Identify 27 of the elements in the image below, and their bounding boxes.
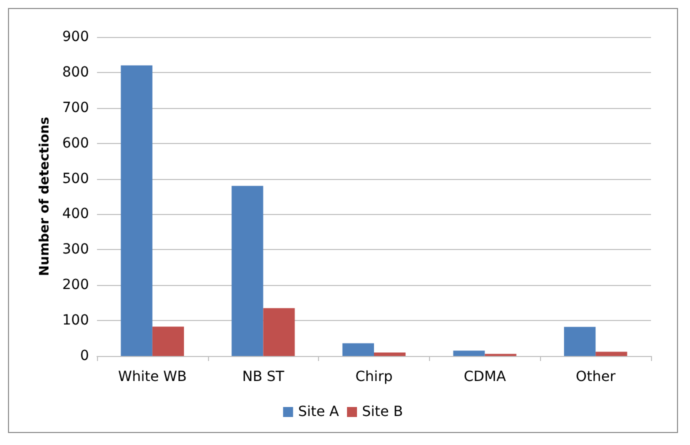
legend-label: Site A [298,404,340,420]
y-axis-title: Number of detections [37,116,52,276]
bar [564,326,596,356]
y-tick-label: 500 [62,170,89,187]
x-tick-label: White WB [118,369,187,385]
y-tick-label: 600 [62,135,89,152]
bar [263,308,295,356]
x-tick-label: Other [576,369,616,385]
legend-label: Site B [362,404,403,420]
y-tick-label: 900 [62,29,89,45]
y-tick-label: 100 [62,312,89,329]
x-tick-label: NB ST [242,369,285,385]
bar [374,352,406,356]
y-tick-label: 800 [62,64,89,80]
bar [342,343,374,356]
bar [596,352,628,356]
bar [232,186,264,356]
y-tick-label: 0 [80,348,89,364]
y-tick-label: 200 [62,277,89,294]
y-tick-label: 400 [62,206,89,222]
y-tick-label: 300 [62,242,89,258]
bar [152,326,184,356]
bar [120,65,152,356]
bar [453,350,485,356]
x-tick-label: CDMA [464,369,506,385]
x-tick-label: Chirp [355,369,393,385]
y-tick-label: 700 [62,100,89,116]
